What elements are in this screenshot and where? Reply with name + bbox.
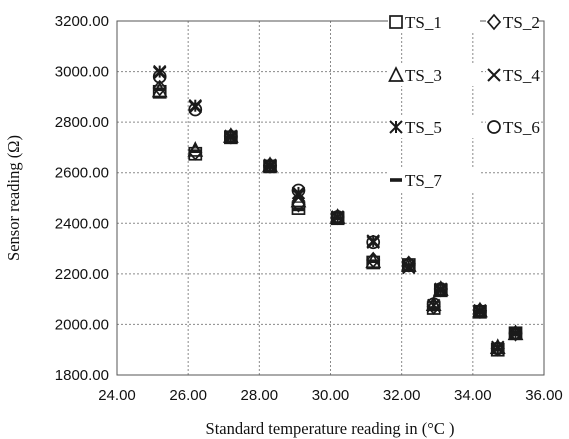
legend-item-background (388, 116, 480, 138)
legend-label: TS_3 (405, 66, 442, 85)
legend-label: TS_5 (405, 118, 442, 137)
data-point (331, 216, 344, 221)
x-axis-title: Standard temperature reading in (°C ) (206, 419, 455, 438)
legend-marker-x-icon (487, 68, 501, 82)
legend-item-background (486, 116, 538, 138)
legend-label: TS_4 (503, 66, 540, 85)
y-tick-label: 2400.00 (55, 215, 109, 232)
legend: TS_1 TS_2 TS_3 TS_4 TS_5 TS_6 TS_7 (388, 11, 540, 191)
data-point (434, 288, 447, 293)
data-point (188, 99, 202, 113)
data-point (473, 309, 486, 314)
y-tick-label: 2200.00 (55, 266, 109, 283)
data-point (491, 347, 504, 352)
data-point (427, 306, 440, 310)
legend-item-TS_7: TS_7 (388, 169, 480, 191)
legend-item-background (388, 11, 480, 33)
data-point (509, 331, 522, 336)
x-tick-label: 32.00 (383, 387, 421, 404)
legend-item-TS_3: TS_3 (388, 64, 480, 86)
x-tick-label: 30.00 (312, 387, 350, 404)
legend-item-TS_2: TS_2 (486, 11, 540, 33)
legend-marker-dash-icon (390, 178, 402, 182)
x-tick-label: 26.00 (169, 387, 207, 404)
legend-marker-square-icon (389, 15, 403, 29)
y-tick-label: 3000.00 (55, 64, 109, 81)
data-point (366, 235, 381, 250)
data-point (292, 207, 305, 212)
legend-marker-asterisk-icon (389, 120, 403, 134)
y-axis-title: Sensor reading (Ω) (4, 135, 23, 261)
data-point (426, 297, 441, 312)
legend-item-background (388, 64, 480, 86)
x-tick-label: 36.00 (525, 387, 563, 404)
plot-area-frame (116, 20, 545, 376)
legend-marker-diamond-icon (486, 13, 502, 31)
y-tick-label: 2800.00 (55, 114, 109, 131)
y-tick-label: 1800.00 (55, 367, 109, 384)
data-point (188, 102, 203, 117)
data-points (151, 64, 524, 357)
legend-label: TS_7 (405, 171, 442, 190)
data-point (152, 69, 167, 84)
legend-item-TS_4: TS_4 (486, 64, 540, 86)
data-point (264, 164, 277, 169)
legend-item-background (388, 169, 480, 191)
legend-item-TS_1: TS_1 (388, 11, 480, 33)
data-point (153, 87, 166, 92)
legend-marker-triangle-icon (388, 66, 404, 82)
x-tick-label: 28.00 (241, 387, 279, 404)
legend-item-TS_6: TS_6 (486, 116, 540, 138)
data-point (224, 135, 237, 140)
data-point (152, 64, 167, 79)
data-point (402, 263, 415, 267)
y-tick-labels: 1800.00 2000.00 2200.00 2400.00 2600.00 2800.… (55, 13, 109, 384)
legend-item-TS_5: TS_5 (388, 116, 480, 138)
x-tick-label: 34.00 (454, 387, 492, 404)
y-tick-label: 3200.00 (55, 13, 109, 30)
legend-item-background (486, 11, 538, 33)
data-point (291, 183, 306, 198)
x-tick-labels: 24.00 26.00 28.00 30.00 32.00 34.00 36.00 (98, 387, 563, 404)
data-point (367, 259, 380, 264)
legend-label: TS_1 (405, 13, 442, 32)
legend-label: TS_6 (503, 118, 540, 137)
series-TS_7 (153, 87, 522, 352)
legend-label: TS_2 (503, 13, 540, 32)
y-tick-label: 2000.00 (55, 316, 109, 333)
x-tick-label: 24.00 (98, 387, 136, 404)
legend-marker-circle-icon (487, 120, 501, 134)
data-point (189, 149, 202, 154)
y-tick-label: 2600.00 (55, 165, 109, 182)
